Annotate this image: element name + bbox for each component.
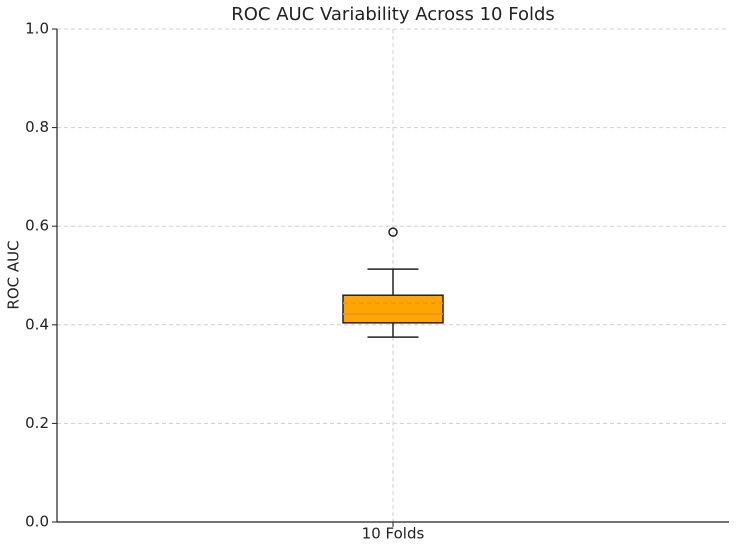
y-tick-label: 0.6 xyxy=(25,217,49,235)
y-tick-label: 1.0 xyxy=(25,20,49,38)
chart-title: ROC AUC Variability Across 10 Folds xyxy=(231,4,555,25)
x-tick-label: 10 Folds xyxy=(362,525,425,543)
box xyxy=(342,294,444,324)
y-tick-label: 0.2 xyxy=(25,414,49,432)
y-tick-label: 0.0 xyxy=(25,513,49,531)
y-tick-label: 0.8 xyxy=(25,118,49,136)
y-tick-label: 0.4 xyxy=(25,315,49,333)
y-axis-label: ROC AUC xyxy=(5,240,23,309)
outlier xyxy=(388,227,398,237)
